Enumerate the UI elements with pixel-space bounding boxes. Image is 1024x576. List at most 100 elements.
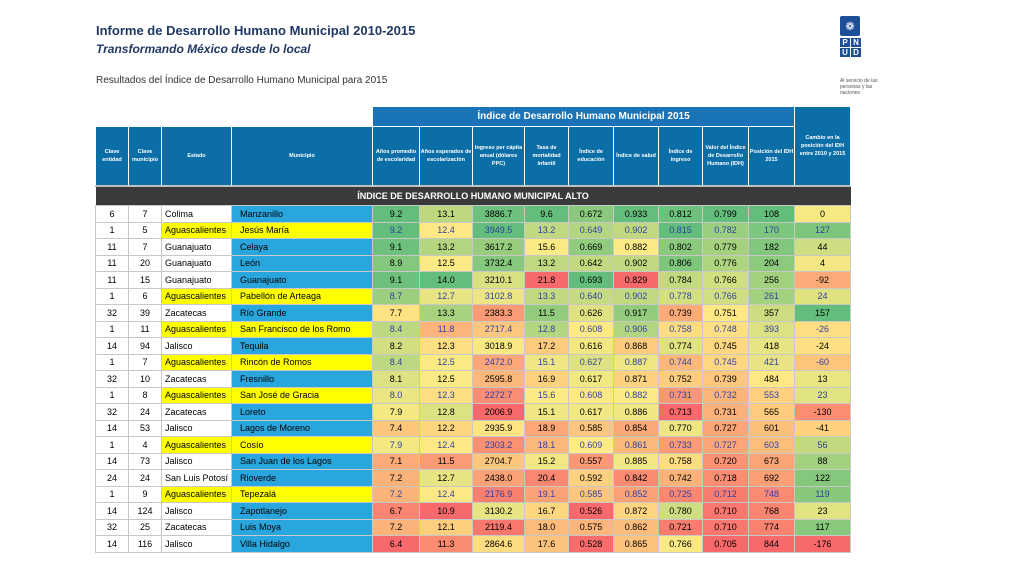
indice-salud-cell: 0.865 <box>613 535 659 553</box>
municipio-cell: Rincón de Romos <box>231 353 373 371</box>
indice-salud-cell: 0.871 <box>613 370 659 388</box>
mortalidad-cell: 12.8 <box>524 320 569 338</box>
anos-promedio-cell: 8.2 <box>372 337 420 355</box>
cambio-posicion-cell: 122 <box>794 469 851 487</box>
col-header: Años promedio de escolaridad <box>372 126 420 187</box>
clave-entidad-cell: 1 <box>95 386 129 404</box>
indice-salud-cell: 0.861 <box>613 436 659 454</box>
col-header: Índice de educación <box>568 126 614 187</box>
pnud-logo: ❁ P N U D <box>840 16 862 57</box>
indice-educacion-cell: 0.627 <box>568 353 614 371</box>
anos-esperados-cell: 11.5 <box>419 452 473 470</box>
municipio-cell: Tepezalá <box>231 485 373 503</box>
indice-salud-cell: 0.885 <box>613 452 659 470</box>
table-row: 6 7 Colima Manzanillo 9.2 13.1 3886.7 9.6 0.672 0… <box>95 205 851 223</box>
estado-cell: San Luis Potosí <box>161 469 232 487</box>
indice-ingreso-cell: 0.731 <box>658 386 703 404</box>
estado-cell: Jalisco <box>161 419 232 437</box>
logo-letter: D <box>851 48 861 57</box>
valor-idh-cell: 0.782 <box>702 221 749 239</box>
table-row: 14 53 Jalisco Lagos de Moreno 7.4 12.2 2935.9 1… <box>95 419 851 437</box>
col-header: Años esperados de escolarización <box>419 126 473 187</box>
posicion-idh-cell: 565 <box>748 403 795 421</box>
indice-salud-cell: 0.917 <box>613 304 659 322</box>
indice-educacion-cell: 0.642 <box>568 254 614 272</box>
cambio-posicion-cell: 0 <box>794 205 851 223</box>
clave-municipio-cell: 25 <box>128 518 162 536</box>
clave-municipio-cell: 124 <box>128 502 162 520</box>
cambio-posicion-cell: 56 <box>794 436 851 454</box>
clave-entidad-cell: 1 <box>95 221 129 239</box>
mortalidad-cell: 13.2 <box>524 221 569 239</box>
col-header: Municipio <box>231 126 373 187</box>
anos-promedio-cell: 8.0 <box>372 386 420 404</box>
estado-cell: Aguascalientes <box>161 287 232 305</box>
posicion-idh-cell: 418 <box>748 337 795 355</box>
indice-educacion-cell: 0.649 <box>568 221 614 239</box>
anos-promedio-cell: 9.1 <box>372 271 420 289</box>
valor-idh-cell: 0.727 <box>702 419 749 437</box>
mortalidad-cell: 9.6 <box>524 205 569 223</box>
cambio-posicion-cell: -24 <box>794 337 851 355</box>
valor-idh-cell: 0.720 <box>702 452 749 470</box>
clave-municipio-cell: 4 <box>128 436 162 454</box>
clave-municipio-cell: 10 <box>128 370 162 388</box>
mortalidad-cell: 15.6 <box>524 386 569 404</box>
municipio-cell: Pabellón de Arteaga <box>231 287 373 305</box>
mortalidad-cell: 15.2 <box>524 452 569 470</box>
clave-entidad-cell: 11 <box>95 271 129 289</box>
indice-ingreso-cell: 0.766 <box>658 535 703 553</box>
posicion-idh-cell: 357 <box>748 304 795 322</box>
indice-ingreso-cell: 0.744 <box>658 353 703 371</box>
anos-promedio-cell: 9.2 <box>372 221 420 239</box>
clave-municipio-cell: 94 <box>128 337 162 355</box>
indice-educacion-cell: 0.640 <box>568 287 614 305</box>
indice-educacion-cell: 0.609 <box>568 436 614 454</box>
anos-esperados-cell: 12.4 <box>419 485 473 503</box>
indice-salud-cell: 0.862 <box>613 518 659 536</box>
clave-entidad-cell: 14 <box>95 419 129 437</box>
estado-cell: Colima <box>161 205 232 223</box>
posicion-idh-cell: 170 <box>748 221 795 239</box>
ingreso-cell: 2438.0 <box>472 469 525 487</box>
anos-promedio-cell: 6.7 <box>372 502 420 520</box>
anos-esperados-cell: 10.9 <box>419 502 473 520</box>
clave-municipio-cell: 6 <box>128 287 162 305</box>
municipio-cell: Guanajuato <box>231 271 373 289</box>
posicion-idh-cell: 256 <box>748 271 795 289</box>
clave-entidad-cell: 11 <box>95 254 129 272</box>
table-caption: Resultados del Índice de Desarrollo Huma… <box>96 75 388 86</box>
col-header: Índice de salud <box>613 126 659 187</box>
indice-ingreso-cell: 0.774 <box>658 337 703 355</box>
posicion-idh-cell: 553 <box>748 386 795 404</box>
indice-salud-cell: 0.886 <box>613 403 659 421</box>
indice-ingreso-cell: 0.815 <box>658 221 703 239</box>
posicion-idh-cell: 673 <box>748 452 795 470</box>
mortalidad-cell: 19.1 <box>524 485 569 503</box>
mortalidad-cell: 21.8 <box>524 271 569 289</box>
clave-entidad-cell: 32 <box>95 370 129 388</box>
ingreso-cell: 2176.9 <box>472 485 525 503</box>
posicion-idh-cell: 393 <box>748 320 795 338</box>
indice-ingreso-cell: 0.739 <box>658 304 703 322</box>
indice-ingreso-cell: 0.733 <box>658 436 703 454</box>
clave-entidad-cell: 14 <box>95 502 129 520</box>
anos-esperados-cell: 12.8 <box>419 403 473 421</box>
indice-salud-cell: 0.887 <box>613 353 659 371</box>
clave-entidad-cell: 1 <box>95 353 129 371</box>
cambio-posicion-cell: 4 <box>794 254 851 272</box>
posicion-idh-cell: 182 <box>748 238 795 256</box>
estado-cell: Aguascalientes <box>161 320 232 338</box>
anos-promedio-cell: 8.4 <box>372 320 420 338</box>
mortalidad-cell: 15.1 <box>524 353 569 371</box>
clave-municipio-cell: 15 <box>128 271 162 289</box>
col-header: Ingreso per cápita anual (dólares PPC) <box>472 126 525 187</box>
ingreso-cell: 2472.0 <box>472 353 525 371</box>
municipio-cell: Cosío <box>231 436 373 454</box>
indice-salud-cell: 0.882 <box>613 386 659 404</box>
anos-promedio-cell: 9.1 <box>372 238 420 256</box>
estado-cell: Aguascalientes <box>161 436 232 454</box>
posicion-idh-cell: 601 <box>748 419 795 437</box>
municipio-cell: Manzanillo <box>231 205 373 223</box>
estado-cell: Aguascalientes <box>161 386 232 404</box>
